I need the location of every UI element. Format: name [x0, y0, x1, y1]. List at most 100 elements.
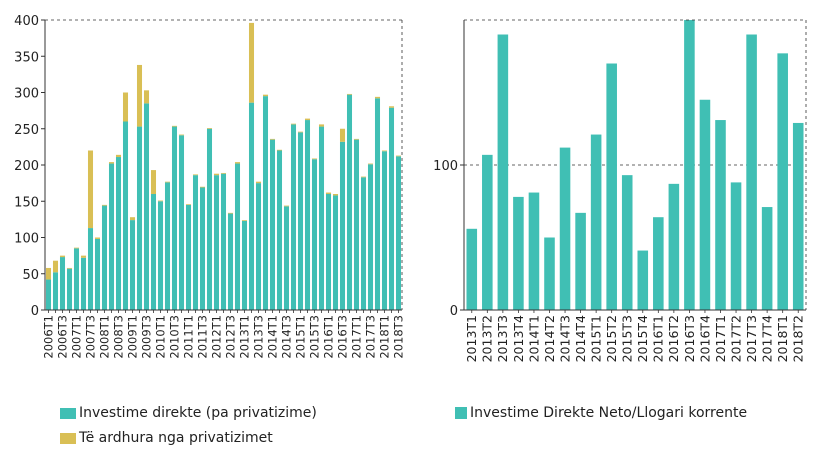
- x-tick-label: 2014T3: [557, 315, 572, 362]
- bar: [715, 120, 726, 310]
- bar: [262, 96, 269, 311]
- x-tick-label: 2012T3: [224, 315, 238, 359]
- bar: [199, 187, 206, 310]
- x-tick-label: 2016T2: [666, 315, 681, 362]
- bar: [497, 34, 509, 310]
- bar: [136, 64, 143, 127]
- x-tick-label: 2016T3: [336, 315, 350, 359]
- y-tick-label: 250: [14, 123, 39, 138]
- x-tick-label: 2018T1: [775, 315, 790, 362]
- bar: [730, 182, 742, 310]
- bar: [52, 260, 59, 273]
- bar: [80, 255, 87, 258]
- bar: [653, 217, 664, 310]
- bar: [108, 163, 115, 310]
- bar: [544, 237, 555, 310]
- bar: [150, 194, 157, 310]
- bar: [213, 175, 220, 310]
- x-tick-label: 2018T2: [791, 315, 806, 362]
- bar: [206, 128, 213, 129]
- bar: [220, 173, 227, 310]
- bar: [668, 183, 680, 310]
- bar: [73, 248, 80, 311]
- bar: [528, 192, 540, 310]
- x-tick-label: 2018T3: [392, 315, 406, 359]
- bar: [606, 63, 617, 310]
- y-tick-label: 0: [450, 304, 458, 319]
- bar: [136, 126, 143, 310]
- legend-label: Investime Direkte Neto/Llogari korrente: [470, 405, 748, 421]
- bar: [304, 120, 311, 310]
- x-tick-label: 2015T1: [294, 315, 308, 359]
- bar: [388, 106, 395, 108]
- bar: [157, 200, 164, 202]
- bar: [66, 267, 73, 269]
- bar: [185, 204, 192, 311]
- legend-item-privatization-revenue: Të ardhura nga privatizimet: [60, 430, 273, 446]
- bar: [129, 220, 136, 310]
- bar: [353, 138, 360, 140]
- bar: [311, 158, 318, 160]
- x-tick-label: 2011T3: [196, 315, 210, 359]
- x-tick-label: 2015T2: [604, 315, 619, 362]
- x-tick-label: 2017T1: [713, 315, 728, 362]
- x-tick-label: 2006T1: [42, 315, 56, 359]
- y-tick-label: 150: [14, 195, 39, 210]
- bar: [746, 34, 757, 310]
- bar: [388, 107, 395, 310]
- bar: [171, 125, 178, 127]
- bar: [255, 183, 262, 311]
- bar: [360, 176, 367, 178]
- x-tick-label: 2014T1: [526, 315, 541, 362]
- x-tick-label: 2013T1: [464, 315, 479, 362]
- bar: [381, 151, 388, 310]
- bar: [318, 124, 325, 127]
- bar: [171, 126, 178, 310]
- bar: [59, 255, 66, 258]
- bar: [360, 177, 367, 310]
- x-tick-label: 2017T3: [744, 315, 759, 362]
- x-tick-label: 2008T3: [112, 315, 126, 359]
- bar: [248, 22, 255, 103]
- x-tick-label: 2013T3: [495, 315, 510, 362]
- x-tick-label: 2016T4: [697, 315, 712, 362]
- bar: [325, 192, 332, 194]
- bar: [122, 121, 129, 310]
- x-tick-label: 2015T4: [635, 315, 650, 362]
- bar: [318, 126, 325, 310]
- x-tick-label: 2014T1: [266, 315, 280, 359]
- bar: [276, 149, 283, 151]
- y-tick-label: 300: [14, 87, 39, 102]
- bar: [220, 172, 227, 174]
- bar: [234, 162, 241, 164]
- x-tick-label: 2016T3: [682, 315, 697, 362]
- bar: [101, 204, 108, 206]
- bar: [52, 272, 59, 310]
- bar: [115, 157, 122, 310]
- bar: [192, 174, 199, 176]
- bar: [290, 124, 297, 311]
- bar: [178, 134, 185, 136]
- bar: [466, 228, 478, 310]
- y-tick-label: 100: [14, 232, 39, 247]
- x-tick-label: 2014T4: [573, 315, 588, 362]
- bar: [575, 212, 586, 310]
- bar: [381, 150, 388, 152]
- bar: [129, 217, 136, 221]
- bar: [185, 204, 192, 205]
- bar: [178, 135, 185, 310]
- bar: [164, 182, 171, 310]
- bar: [45, 267, 52, 280]
- y-tick-label: 50: [22, 268, 39, 283]
- bar: [157, 201, 164, 310]
- x-tick-label: 2017T1: [350, 315, 364, 359]
- x-tick-label: 2014T2: [542, 315, 557, 362]
- y-tick-label: 350: [14, 50, 39, 65]
- bar: [73, 247, 80, 249]
- x-tick-label: 2010T1: [154, 315, 168, 359]
- x-tick-label: 2009T3: [140, 315, 154, 359]
- legend-item-fdi-excl-privatization: Investime direkte (pa privatizime): [60, 405, 317, 421]
- x-tick-label: 2018T1: [378, 315, 392, 359]
- y-tick-label: 0: [31, 304, 39, 319]
